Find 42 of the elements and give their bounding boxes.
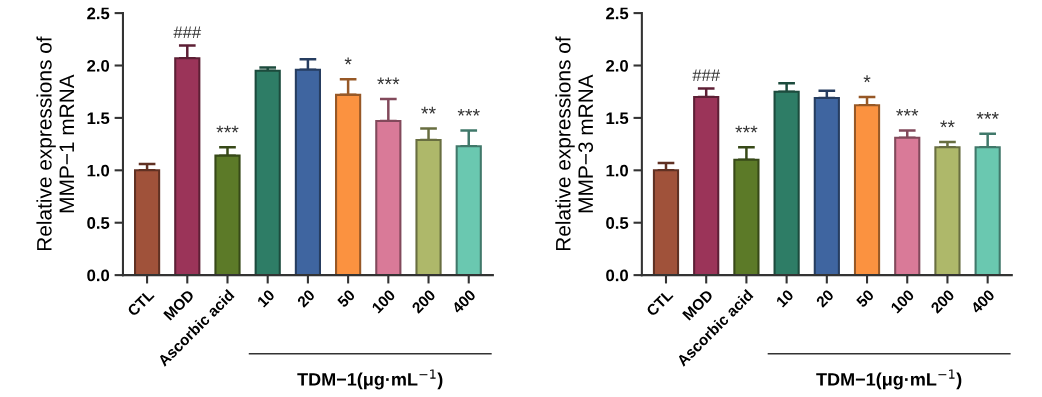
y-tick-label: 2.0 — [606, 59, 628, 72]
x-tick-label: 50 — [336, 289, 356, 308]
x-tick-label: 100 — [371, 289, 396, 314]
annotation: *** — [896, 108, 919, 116]
y-tick-label: 1.5 — [87, 112, 110, 125]
x-tick-label: 20 — [815, 289, 835, 308]
y-tick-label: 2.0 — [87, 59, 110, 72]
x-tick-label: 100 — [890, 289, 915, 314]
x-tick-label: 400 — [451, 289, 477, 315]
y-tick-label: 0.0 — [87, 269, 110, 282]
y-tick-label: 0.0 — [606, 269, 628, 282]
annotation: *** — [735, 125, 758, 133]
x-tick-label: 200 — [411, 289, 437, 314]
text: TDM−1(μg·mL$^{−1}$) — [297, 369, 443, 390]
x-tick-label: 200 — [930, 289, 955, 314]
annotation: *** — [216, 125, 239, 133]
annotation: *** — [976, 112, 999, 119]
y-tick-label: 1.0 — [606, 164, 628, 177]
y-tick-label: 0.5 — [87, 217, 110, 229]
y-tick-label: 2.5 — [87, 7, 110, 20]
y-axis-title: Relative expressions of MMP−3 mRNA — [555, 36, 594, 251]
annotation: * — [863, 75, 871, 83]
y-tick-label: 0.5 — [606, 217, 629, 229]
annotation: *** — [457, 108, 480, 116]
y-tick-label: 1.5 — [606, 112, 629, 125]
x-tick-label: CTL — [126, 288, 155, 317]
annotation: ### — [692, 69, 721, 81]
x-tick-label: 10 — [775, 289, 795, 308]
y-axis-title: Relative expressions of MMP−1 mRNA — [36, 36, 74, 251]
y-tick-label: 1.0 — [87, 164, 110, 177]
y-tick-label: 2.5 — [606, 7, 629, 20]
text: TDM−1(μg·mL$^{−1}$) — [816, 369, 962, 390]
annotation: ** — [421, 106, 436, 114]
x-tick-label: 10 — [256, 289, 276, 308]
x-tick-label: CTL — [645, 288, 674, 317]
annotation: ### — [173, 26, 202, 38]
x-tick-label: 400 — [970, 289, 996, 315]
annotation: * — [344, 57, 352, 65]
x-tick-label: 20 — [296, 289, 316, 308]
annotation: *** — [377, 77, 400, 85]
annotation: ** — [940, 120, 955, 128]
x-tick-label: 50 — [855, 289, 875, 308]
